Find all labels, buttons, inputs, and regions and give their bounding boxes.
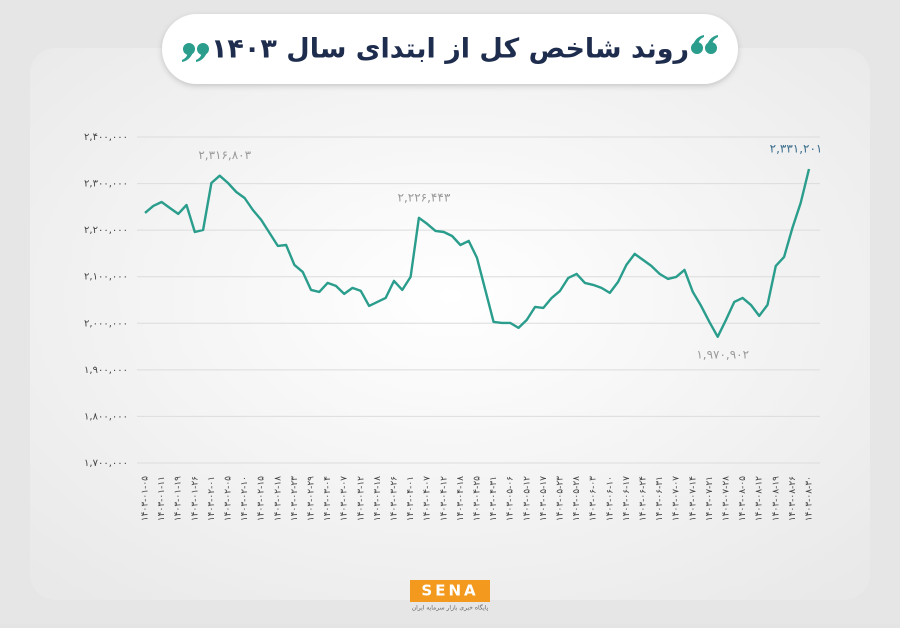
x-tick-label: ۱۴۰۳-۰۲-۰۱ [207, 476, 217, 521]
x-tick-label: ۱۴۰۳-۰۴-۰۱ [406, 476, 416, 521]
x-tick-label: ۱۴۰۳-۰۵-۲۸ [572, 476, 582, 521]
x-tick-label: ۱۴۰۳-۰۲-۲۳ [290, 476, 300, 521]
y-tick-label: ۱,۹۰۰,۰۰۰ [84, 365, 128, 376]
x-tick-label: ۱۴۰۳-۰۷-۲۸ [722, 476, 732, 521]
x-tick-label: ۱۴۰۳-۰۸-۲۶ [788, 476, 798, 521]
x-tick-label: ۱۴۰۳-۰۶-۱۰ [605, 476, 615, 521]
x-tick-label: ۱۴۰۳-۰۶-۳۱ [655, 476, 665, 521]
x-tick-label: ۱۴۰۳-۰۸-۰۵ [738, 476, 748, 521]
x-tick-label: ۱۴۰۳-۰۶-۰۳ [589, 476, 599, 521]
x-tick-label: ۱۴۰۳-۰۷-۱۴ [688, 476, 698, 521]
y-tick-label: ۲,۱۰۰,۰۰۰ [84, 272, 128, 283]
x-tick-label: ۱۴۰۳-۰۶-۱۷ [622, 476, 632, 521]
x-tick-label: ۱۴۰۳-۰۲-۰۵ [224, 476, 234, 521]
x-tick-label: ۱۴۰۳-۰۸-۳۰ [805, 476, 815, 521]
x-tick-label: ۱۴۰۳-۰۴-۲۵ [473, 476, 483, 521]
y-tick-label: ۱,۸۰۰,۰۰۰ [84, 411, 128, 422]
quote-marks [182, 35, 718, 62]
x-tick-label: ۱۴۰۳-۰۷-۲۱ [705, 476, 715, 521]
x-tick-label: ۱۴۰۳-۰۲-۲۹ [307, 476, 317, 521]
index-line [144, 168, 811, 338]
x-tick-label: ۱۴۰۳-۰۸-۱۹ [771, 476, 781, 521]
y-tick-label: ۲,۰۰۰,۰۰۰ [84, 318, 128, 329]
card [30, 48, 870, 600]
y-tick-label: ۲,۴۰۰,۰۰۰ [84, 132, 128, 143]
x-tick-label: ۱۴۰۳-۰۸-۱۲ [755, 476, 765, 521]
x-tick-label: ۱۴۰۳-۰۲-۱۰ [240, 476, 250, 521]
x-tick-label: ۱۴۰۳-۰۴-۱۲ [439, 476, 449, 521]
chart-title: روند شاخص کل از ابتدای سال ۱۴۰۳ [211, 34, 689, 65]
x-tick-label: ۱۴۰۳-۰۱-۲۶ [190, 476, 200, 521]
y-tick-label: ۲,۲۰۰,۰۰۰ [84, 225, 128, 236]
logo-subtitle: پایگاه خبری بازار سرمایه ایران [412, 604, 489, 612]
value-label: ۲,۲۲۶,۴۴۳ [398, 190, 451, 204]
value-label: ۲,۳۳۱,۲۰۱ [770, 142, 823, 156]
y-tick-label: ۲,۳۰۰,۰۰۰ [84, 179, 128, 190]
y-tick-label: ۱,۷۰۰,۰۰۰ [84, 458, 128, 469]
x-tick-label: ۱۴۰۳-۰۷-۰۷ [672, 476, 682, 521]
x-tick-label: ۱۴۰۳-۰۳-۰۴ [323, 476, 333, 521]
x-tick-label: ۱۴۰۳-۰۲-۱۸ [273, 476, 283, 521]
x-tick-label: ۱۴۰۳-۰۲-۱۵ [257, 476, 267, 521]
x-tick-label: ۱۴۰۳-۰۶-۲۴ [639, 476, 649, 521]
logo: SENA [421, 582, 478, 600]
x-tick-label: ۱۴۰۳-۰۵-۰۶ [506, 476, 516, 521]
title-pill [162, 14, 738, 84]
x-tick-label: ۱۴۰۳-۰۵-۲۳ [556, 476, 566, 521]
x-tick-label: ۱۴۰۳-۰۳-۲۶ [390, 476, 400, 521]
x-tick-label: ۱۴۰۳-۰۱-۰۵ [141, 476, 151, 521]
x-tick-label: ۱۴۰۳-۰۱-۱۱ [157, 476, 167, 521]
x-tick-label: ۱۴۰۳-۰۱-۱۹ [174, 476, 184, 521]
value-label: ۲,۳۱۶,۸۰۳ [198, 148, 251, 162]
x-tick-label: ۱۴۰۳-۰۵-۱۷ [539, 476, 549, 521]
x-tick-label: ۱۴۰۳-۰۳-۱۸ [373, 476, 383, 521]
x-tick-label: ۱۴۰۳-۰۵-۱۲ [522, 476, 532, 521]
value-label: ۱,۹۷۰,۹۰۲ [696, 347, 749, 361]
x-tick-label: ۱۴۰۳-۰۴-۰۷ [423, 476, 433, 521]
x-tick-label: ۱۴۰۳-۰۳-۰۷ [340, 476, 350, 521]
x-tick-label: ۱۴۰۳-۰۴-۱۸ [456, 476, 466, 521]
x-tick-label: ۱۴۰۳-۰۳-۱۲ [356, 476, 366, 521]
x-tick-label: ۱۴۰۳-۰۴-۳۱ [489, 476, 499, 521]
logo-box [410, 580, 490, 602]
